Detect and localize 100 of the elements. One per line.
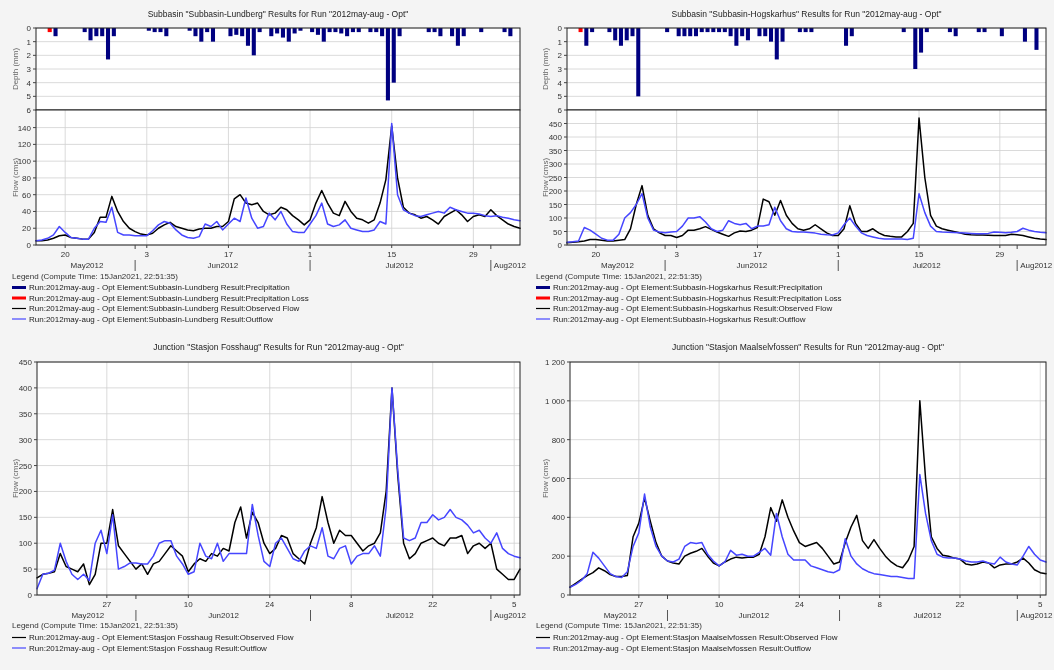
y-tick-label: 400	[551, 513, 566, 523]
y-axis-title: Depth (mm)	[11, 47, 20, 91]
bar	[1022, 28, 1027, 42]
y-tick-label: 0	[26, 241, 32, 250]
y-tick-label: 40	[22, 207, 32, 217]
x-tick-label: 17	[223, 250, 234, 259]
bar	[768, 28, 774, 42]
y-tick-label: 6	[557, 106, 563, 115]
text: May2012	[71, 611, 105, 620]
legend-label: Run:2012may-aug - Opt Element:Stasjon Fosshaug Result:Outflow	[29, 643, 268, 653]
x-tick-label: 17	[752, 250, 763, 259]
y-tick-label: 5	[26, 92, 32, 102]
x-tick-label: 1	[307, 250, 313, 259]
legend-label: Run:2012may-aug - Opt Element:Subbasin-Lundberg Result:Precipitation	[29, 283, 290, 292]
y-tick-label: 5	[557, 92, 563, 102]
bar	[210, 28, 216, 42]
bar	[584, 28, 589, 46]
y-tick-label: 50	[23, 565, 33, 575]
text: Jun2012	[736, 261, 768, 270]
x-tick-label: 10	[714, 600, 725, 609]
x-tick-label: 5	[511, 600, 517, 609]
chart-title: Junction "Stasjon Fosshaug" Results for Run "2012may-aug - Opt"	[153, 342, 404, 352]
x-tick-label: 3	[144, 250, 150, 259]
bar	[245, 28, 251, 46]
bar	[385, 28, 390, 101]
y-tick-label: 350	[18, 409, 33, 419]
y-tick-label: 1 200	[544, 358, 566, 367]
legend-label: Run:2012may-aug - Opt Element:Subbasin-Lundberg Result:Precipitation Loss	[29, 293, 309, 303]
y-tick-label: 200	[18, 487, 33, 497]
y-axis-title: Depth (mm)	[541, 47, 550, 91]
bar	[774, 28, 779, 60]
y-tick-label: 6	[26, 106, 32, 115]
text: Jul2012	[913, 611, 942, 620]
x-tick-label: 22	[955, 600, 965, 609]
x-tick-label: 1	[836, 250, 842, 259]
line-series	[566, 192, 1047, 244]
y-tick-label: 50	[553, 227, 563, 237]
y-tick-label: 2	[26, 51, 32, 61]
legend-label: Run:2012may-aug - Opt Element:Subbasin-Hogskarhus Result:Outflow	[553, 314, 806, 324]
y-tick-label: 600	[551, 474, 566, 484]
y-tick-label: 300	[548, 160, 563, 169]
text: Jun2012	[208, 611, 240, 620]
text: Jul2012	[912, 261, 942, 270]
y-tick-label: 400	[548, 133, 563, 142]
y-tick-label: 150	[548, 200, 563, 210]
y-tick-label: 450	[548, 119, 563, 129]
y-tick-label: 120	[17, 140, 32, 150]
bar	[618, 28, 623, 46]
bar	[321, 28, 326, 42]
text: Jul2012	[385, 611, 415, 620]
bar	[1034, 28, 1039, 50]
line-series	[569, 473, 1047, 588]
y-tick-label: 350	[548, 146, 563, 156]
y-axis-title: Flow (cms)	[11, 458, 20, 499]
x-tick-label: 3	[674, 250, 680, 259]
legend-title: Legend (Compute Time: 15Jan2021, 22:51:35)	[536, 272, 703, 281]
x-tick-label: 24	[794, 600, 805, 609]
text: Jun2012	[207, 261, 239, 270]
chart-title: Subbasin "Subbasin-Lundberg" Results for Run "2012may-aug - Opt"	[147, 9, 409, 19]
bar	[455, 28, 460, 46]
y-tick-label: 4	[557, 78, 563, 88]
text: May2012	[603, 611, 638, 620]
y-tick-label: 0	[557, 24, 563, 33]
y-tick-label: 100	[17, 157, 32, 167]
y-tick-label: 140	[17, 123, 32, 133]
x-tick-label: 15	[914, 250, 925, 259]
legend-label: Run:2012may-aug - Opt Element:Subbasin-Lundberg Result:Observed Flow	[29, 304, 300, 313]
text: Aug2012	[1020, 611, 1053, 620]
text: Jun2012	[738, 611, 770, 620]
legend-label: Run:2012may-aug - Opt Element:Subbasin-Hogskarhus Result:Observed Flow	[553, 304, 833, 313]
y-tick-label: 100	[548, 214, 563, 223]
y-tick-label: 2	[557, 51, 563, 61]
y-tick-label: 450	[18, 358, 33, 367]
chart-title: Subbasin "Subbasin-Hogskarhus" Results for Run "2012may-aug - Opt"	[671, 9, 942, 19]
text: Aug2012	[493, 261, 527, 270]
bar	[913, 28, 918, 69]
x-tick-label: 8	[877, 600, 883, 609]
legend-label: Run:2012may-aug - Opt Element:Subbasin-Lundberg Result:Outflow	[29, 314, 273, 324]
y-axis-title: Flow (cms)	[541, 157, 550, 198]
x-tick-label: 15	[387, 250, 397, 259]
y-tick-label: 400	[18, 383, 33, 393]
x-tick-label: 29	[995, 250, 1005, 259]
bar	[780, 28, 785, 42]
y-tick-label: 80	[22, 173, 32, 183]
legend-label: Run:2012may-aug - Opt Element:Subbasin-Hogskarhus Result:Precipitation	[553, 283, 823, 292]
text: Aug2012	[493, 611, 527, 620]
legend-label: Run:2012may-aug - Opt Element:Stasjon Maalselvfossen Result:Outflow	[553, 643, 812, 653]
legend-label: Run:2012may-aug - Opt Element:Subbasin-Hogskarhus Result:Precipitation Loss	[553, 293, 842, 303]
y-tick-label: 800	[551, 435, 566, 445]
x-tick-label: 27	[102, 600, 112, 609]
text: Jul2012	[385, 261, 414, 270]
legend-title: Legend (Compute Time: 15Jan2021, 22:51:35)	[12, 272, 179, 281]
x-tick-label: 20	[591, 250, 601, 259]
y-tick-label: 0	[560, 591, 566, 600]
bar	[105, 28, 111, 60]
bar	[286, 28, 291, 42]
y-tick-label: 0	[26, 24, 32, 33]
chart-title: Junction "Stasjon Maalselvfossen" Results for Run "2012may-aug - Opt"	[672, 342, 944, 352]
legend-title: Legend (Compute Time: 15Jan2021, 22:51:35)	[12, 621, 179, 630]
x-tick-label: 5	[1038, 600, 1044, 609]
